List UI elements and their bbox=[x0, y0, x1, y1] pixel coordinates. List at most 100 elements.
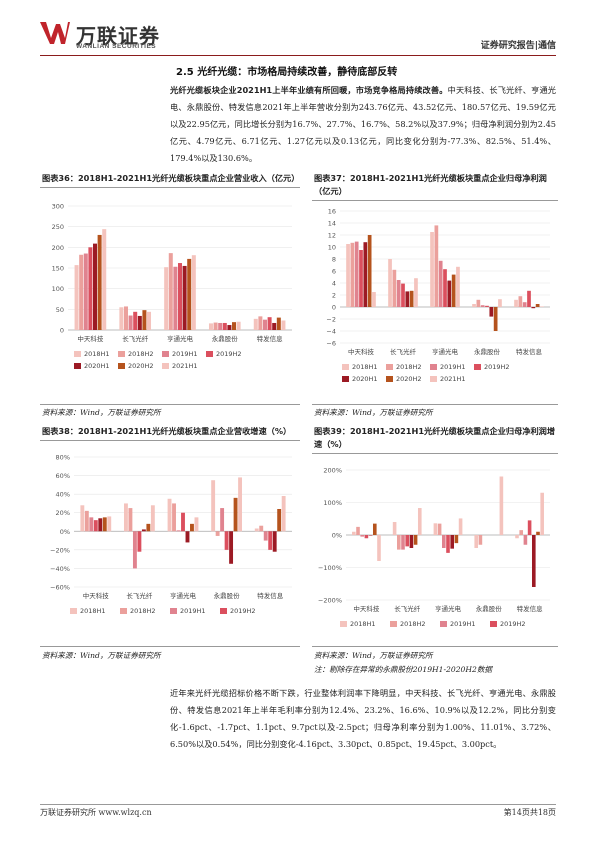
y-tick-label: −200% bbox=[318, 597, 342, 605]
bar bbox=[222, 322, 227, 330]
bar bbox=[359, 250, 363, 307]
bar bbox=[172, 503, 176, 532]
bar bbox=[128, 315, 133, 330]
x-tick-label: 长飞光纤 bbox=[122, 334, 149, 343]
figure-38-title: 图表38：2018H1-2021H1光纤光缆板块重点企业营收增速（%） bbox=[40, 424, 300, 441]
figure-39-source: 资料来源：Wind，万联证券研究所 bbox=[314, 651, 433, 660]
x-tick-label: 永鼎股份 bbox=[476, 604, 503, 613]
bar bbox=[451, 274, 456, 307]
bar bbox=[409, 535, 414, 548]
legend-label: 2018H1 bbox=[80, 607, 106, 615]
bar bbox=[150, 505, 155, 532]
bar bbox=[107, 516, 112, 532]
bar bbox=[354, 241, 359, 307]
bar bbox=[437, 523, 442, 535]
bar bbox=[281, 320, 286, 330]
bar bbox=[523, 535, 528, 545]
bar bbox=[367, 235, 372, 307]
footer-website: 万联证券研究所 www.wlzq.cn bbox=[40, 808, 152, 817]
bar bbox=[450, 535, 454, 549]
bar bbox=[177, 263, 183, 330]
bar bbox=[213, 322, 218, 330]
bar bbox=[480, 305, 485, 307]
legend-label: 2021H1 bbox=[440, 375, 466, 383]
bar bbox=[368, 535, 373, 536]
y-tick-label: 10 bbox=[328, 244, 336, 252]
x-tick-label: 永鼎股份 bbox=[212, 334, 239, 343]
legend-swatch bbox=[206, 351, 213, 357]
bar bbox=[535, 304, 540, 307]
bar bbox=[476, 299, 481, 307]
bar bbox=[458, 518, 463, 535]
y-tick-label: 6 bbox=[332, 268, 336, 276]
bar bbox=[167, 498, 172, 532]
x-tick-label: 特发信息 bbox=[257, 334, 284, 343]
bar bbox=[142, 310, 147, 330]
bar bbox=[397, 535, 401, 550]
bar bbox=[377, 535, 381, 561]
bar bbox=[173, 266, 178, 330]
y-tick-label: 300 bbox=[52, 203, 64, 211]
bar bbox=[485, 305, 489, 307]
bar bbox=[97, 234, 102, 330]
bar bbox=[518, 296, 523, 307]
bar bbox=[401, 535, 405, 550]
bar bbox=[356, 526, 360, 535]
bar bbox=[531, 307, 536, 309]
legend-swatch bbox=[440, 621, 447, 627]
bar bbox=[227, 325, 232, 330]
figure-36-source-rule bbox=[40, 404, 300, 405]
legend-swatch bbox=[120, 608, 127, 614]
legend-swatch bbox=[220, 608, 227, 614]
bar bbox=[388, 259, 392, 307]
legend-swatch bbox=[340, 621, 347, 627]
legend-label: 2020H2 bbox=[128, 362, 154, 370]
x-tick-label: 亨通光电 bbox=[167, 334, 194, 343]
bar bbox=[254, 528, 259, 532]
y-tick-label: 50 bbox=[56, 306, 64, 314]
y-tick-label: 150 bbox=[52, 265, 64, 273]
section-title: 2.5 光纤光缆：市场格局持续改善，静待底部反转 bbox=[176, 67, 398, 78]
bar bbox=[123, 306, 128, 330]
figure-37-source: 资料来源：Wind，万联证券研究所 bbox=[314, 408, 433, 417]
figure-39-chart: −200% −100% 0% 100% 200% 中天科技 长飞光纤 亨通光电 永鼎股份 特发信息… bbox=[318, 467, 550, 628]
y-tick-label: 16 bbox=[328, 208, 336, 216]
bar bbox=[363, 242, 368, 307]
bar bbox=[218, 322, 223, 330]
bar bbox=[527, 520, 532, 535]
legend-label: 2018H2 bbox=[130, 607, 156, 615]
bar bbox=[527, 290, 531, 307]
bar bbox=[350, 242, 355, 307]
bar bbox=[146, 523, 151, 532]
legend-swatch bbox=[162, 363, 169, 369]
bar bbox=[396, 280, 401, 307]
y-tick-label: 40% bbox=[56, 491, 70, 499]
bar bbox=[372, 292, 376, 307]
bar bbox=[253, 318, 258, 330]
bar bbox=[454, 535, 459, 544]
legend-label: 2020H2 bbox=[396, 375, 422, 383]
bar bbox=[438, 260, 443, 307]
bar bbox=[364, 535, 369, 539]
y-tick-label: −20% bbox=[50, 546, 70, 554]
figure-37-chart: −6 −4 −2 0 2 4 6 8 10 12 14 16 中天科技 长飞光纤 亨通光电 永鼎股份 特发信息 2… bbox=[326, 208, 550, 383]
bar bbox=[102, 517, 107, 532]
figure-39-source-rule bbox=[312, 646, 558, 647]
figure-36-source: 资料来源：Wind，万联证券研究所 bbox=[42, 408, 161, 417]
bar bbox=[272, 531, 277, 552]
legend-swatch bbox=[342, 376, 349, 382]
figure-38-chart: −60% −40% −20% 0% 20% 40% 60% 80% 中天科技 长飞光纤 亨通光电 永鼎… bbox=[50, 454, 292, 615]
paragraph-1-body: 中天科技、长飞光纤、亨通光电、永鼎股份、特发信息2021年上半年营收分别为243… bbox=[170, 85, 556, 163]
bar bbox=[220, 508, 225, 532]
legend-label: 2019H1 bbox=[450, 620, 476, 628]
bar bbox=[208, 323, 213, 330]
legend-swatch bbox=[118, 363, 125, 369]
bar bbox=[84, 510, 89, 532]
legend-swatch bbox=[386, 364, 393, 370]
bar bbox=[93, 243, 98, 330]
legend-label: 2018H2 bbox=[400, 620, 426, 628]
legend-swatch bbox=[430, 364, 437, 370]
bar bbox=[98, 518, 103, 532]
figure-36-title: 图表36：2018H1-2021H1光纤光缆板块重点企业营业收入（亿元） bbox=[40, 171, 300, 188]
bar bbox=[119, 307, 124, 330]
